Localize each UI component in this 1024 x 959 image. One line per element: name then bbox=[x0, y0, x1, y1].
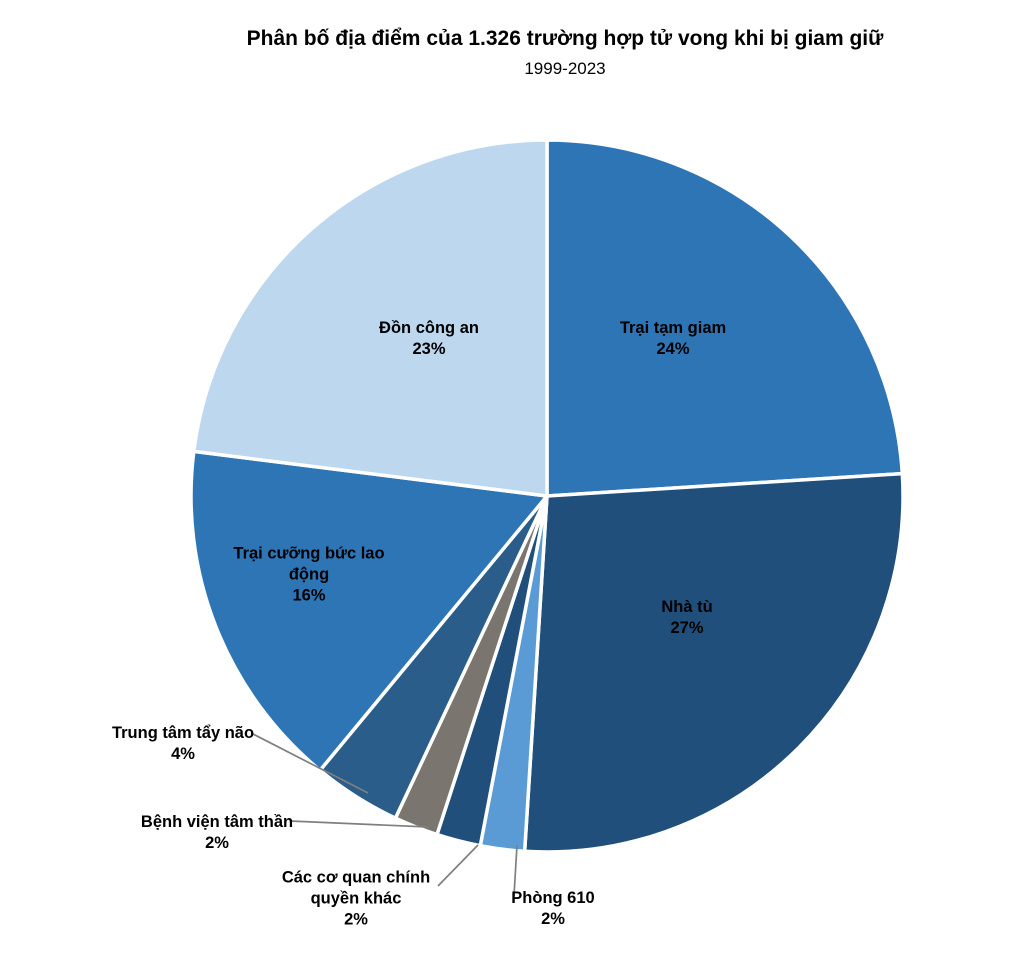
slice-label-value: 16% bbox=[292, 586, 326, 605]
pie-slice-1 bbox=[522, 471, 905, 854]
slice-label-value: 4% bbox=[171, 745, 195, 763]
pie-slice-6 bbox=[189, 449, 549, 773]
slice-label-value: 24% bbox=[656, 340, 690, 358]
chart-subtitle: 1999-2023 bbox=[524, 59, 606, 78]
pie-slices bbox=[189, 138, 905, 854]
slice-label-value: 2% bbox=[541, 910, 565, 928]
leader-line-4 bbox=[289, 820, 429, 828]
slice-label-6: Trại cưỡng bức lao động 16% bbox=[223, 544, 395, 607]
slice-label-2: Phòng 610 2% bbox=[511, 888, 594, 930]
slice-label-3: Các cơ quan chính quyền khác 2% bbox=[258, 868, 454, 931]
slice-label-name: Bệnh viện tâm thần bbox=[140, 813, 294, 831]
slice-label-name: Phòng 610 bbox=[511, 889, 595, 907]
slice-label-value: 23% bbox=[412, 340, 446, 358]
slice-label-1: Nhà tù 27% bbox=[661, 597, 712, 639]
slice-label-name: Đồn công an bbox=[379, 319, 479, 337]
slice-label-value: 2% bbox=[205, 834, 229, 852]
slice-label-name: Trung tâm tẩy não bbox=[111, 724, 255, 742]
slice-label-name: Nhà tù bbox=[661, 598, 713, 616]
slice-label-name: Trại tạm giam bbox=[619, 319, 727, 337]
slice-label-name: Trại cưỡng bức lao động bbox=[233, 544, 385, 584]
slice-label-name: Các cơ quan chính quyền khác bbox=[281, 868, 431, 908]
pie-slice-0 bbox=[545, 138, 905, 498]
leader-lines bbox=[252, 733, 518, 897]
chart-header: Phân bố địa điểm của 1.326 trường hợp tử… bbox=[110, 26, 1020, 80]
leader-line-2 bbox=[513, 844, 518, 897]
slice-label-value: 2% bbox=[344, 910, 368, 929]
slice-label-0: Trại tạm giam 24% bbox=[620, 318, 726, 360]
leader-line-5 bbox=[252, 733, 369, 794]
leader-line-3 bbox=[437, 844, 479, 887]
pie-slice-7 bbox=[192, 138, 549, 498]
slice-label-value: 27% bbox=[670, 619, 704, 637]
slice-label-7: Đồn công an 23% bbox=[379, 318, 479, 360]
slice-label-4: Bệnh viện tâm thần 2% bbox=[141, 812, 293, 854]
chart-title: Phân bố địa điểm của 1.326 trường hợp tử… bbox=[246, 27, 884, 50]
slice-label-5: Trung tâm tẩy não 4% bbox=[112, 723, 254, 765]
